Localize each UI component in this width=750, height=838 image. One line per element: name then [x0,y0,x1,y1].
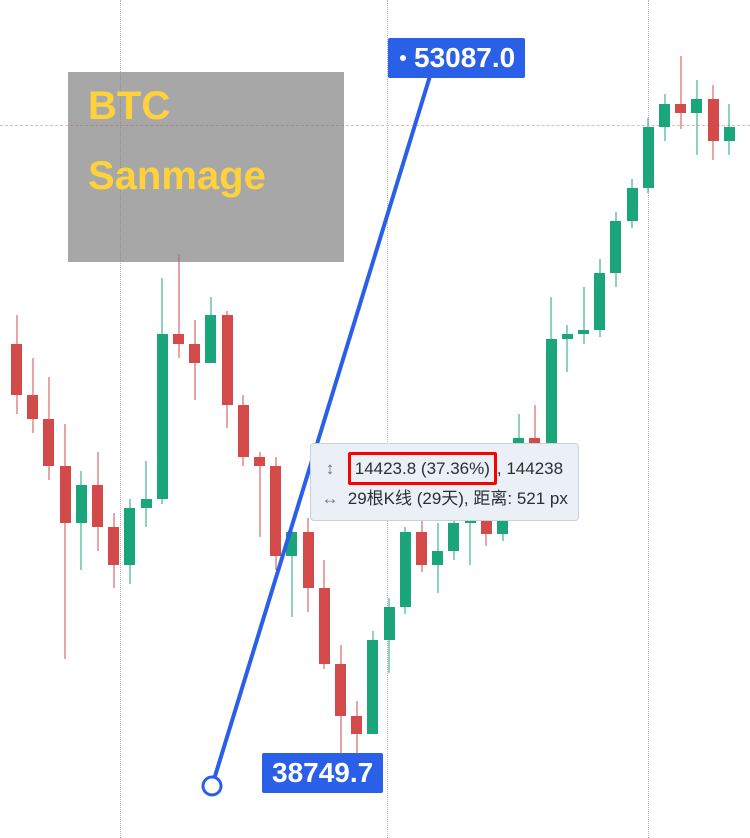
candle[interactable] [561,0,574,838]
candle[interactable] [674,0,687,838]
candle[interactable] [383,0,396,838]
candle[interactable] [723,0,736,838]
candle[interactable] [431,0,444,838]
watermark-panel: BTC Sanmage [68,72,344,262]
candle[interactable] [626,0,639,838]
candle[interactable] [690,0,703,838]
candlestick-chart[interactable]: BTC Sanmage 53087.0 38749.7 ↕ 14423.8 (3… [0,0,750,838]
measurement-suffix: , 144238 [497,459,563,478]
candle[interactable] [609,0,622,838]
measurement-row-price: ↕ 14423.8 (37.36%), 144238 [321,452,568,485]
candle[interactable] [512,0,525,838]
candle[interactable] [545,0,558,838]
horizontal-measure-icon: ↔ [321,485,339,512]
watermark-line2: Sanmage [88,156,324,196]
candle[interactable] [577,0,590,838]
price-label-low[interactable]: 38749.7 [262,753,383,793]
candle[interactable] [10,0,23,838]
candle[interactable] [366,0,379,838]
price-dot-icon [398,53,408,63]
candle[interactable] [464,0,477,838]
candle[interactable] [658,0,671,838]
measurement-tooltip[interactable]: ↕ 14423.8 (37.36%), 144238 ↔ 29根K线 (29天)… [310,443,579,521]
candle[interactable] [642,0,655,838]
price-value-high: 53087.0 [414,42,515,74]
measurement-bars-text: 29根K线 (29天), 距离: 521 px [348,489,568,508]
candle[interactable] [447,0,460,838]
price-value-low: 38749.7 [272,757,373,789]
vertical-measure-icon: ↕ [321,455,339,482]
candle[interactable] [528,0,541,838]
candle[interactable] [399,0,412,838]
candle[interactable] [415,0,428,838]
watermark-line1: BTC [88,86,324,126]
candle[interactable] [496,0,509,838]
measurement-row-bars: ↔ 29根K线 (29天), 距离: 521 px [321,485,568,512]
candle[interactable] [707,0,720,838]
candle[interactable] [42,0,55,838]
candle[interactable] [350,0,363,838]
measurement-delta-highlight: 14423.8 (37.36%) [348,452,497,485]
candle[interactable] [26,0,39,838]
candle[interactable] [480,0,493,838]
candle[interactable] [593,0,606,838]
price-label-high[interactable]: 53087.0 [388,38,525,78]
